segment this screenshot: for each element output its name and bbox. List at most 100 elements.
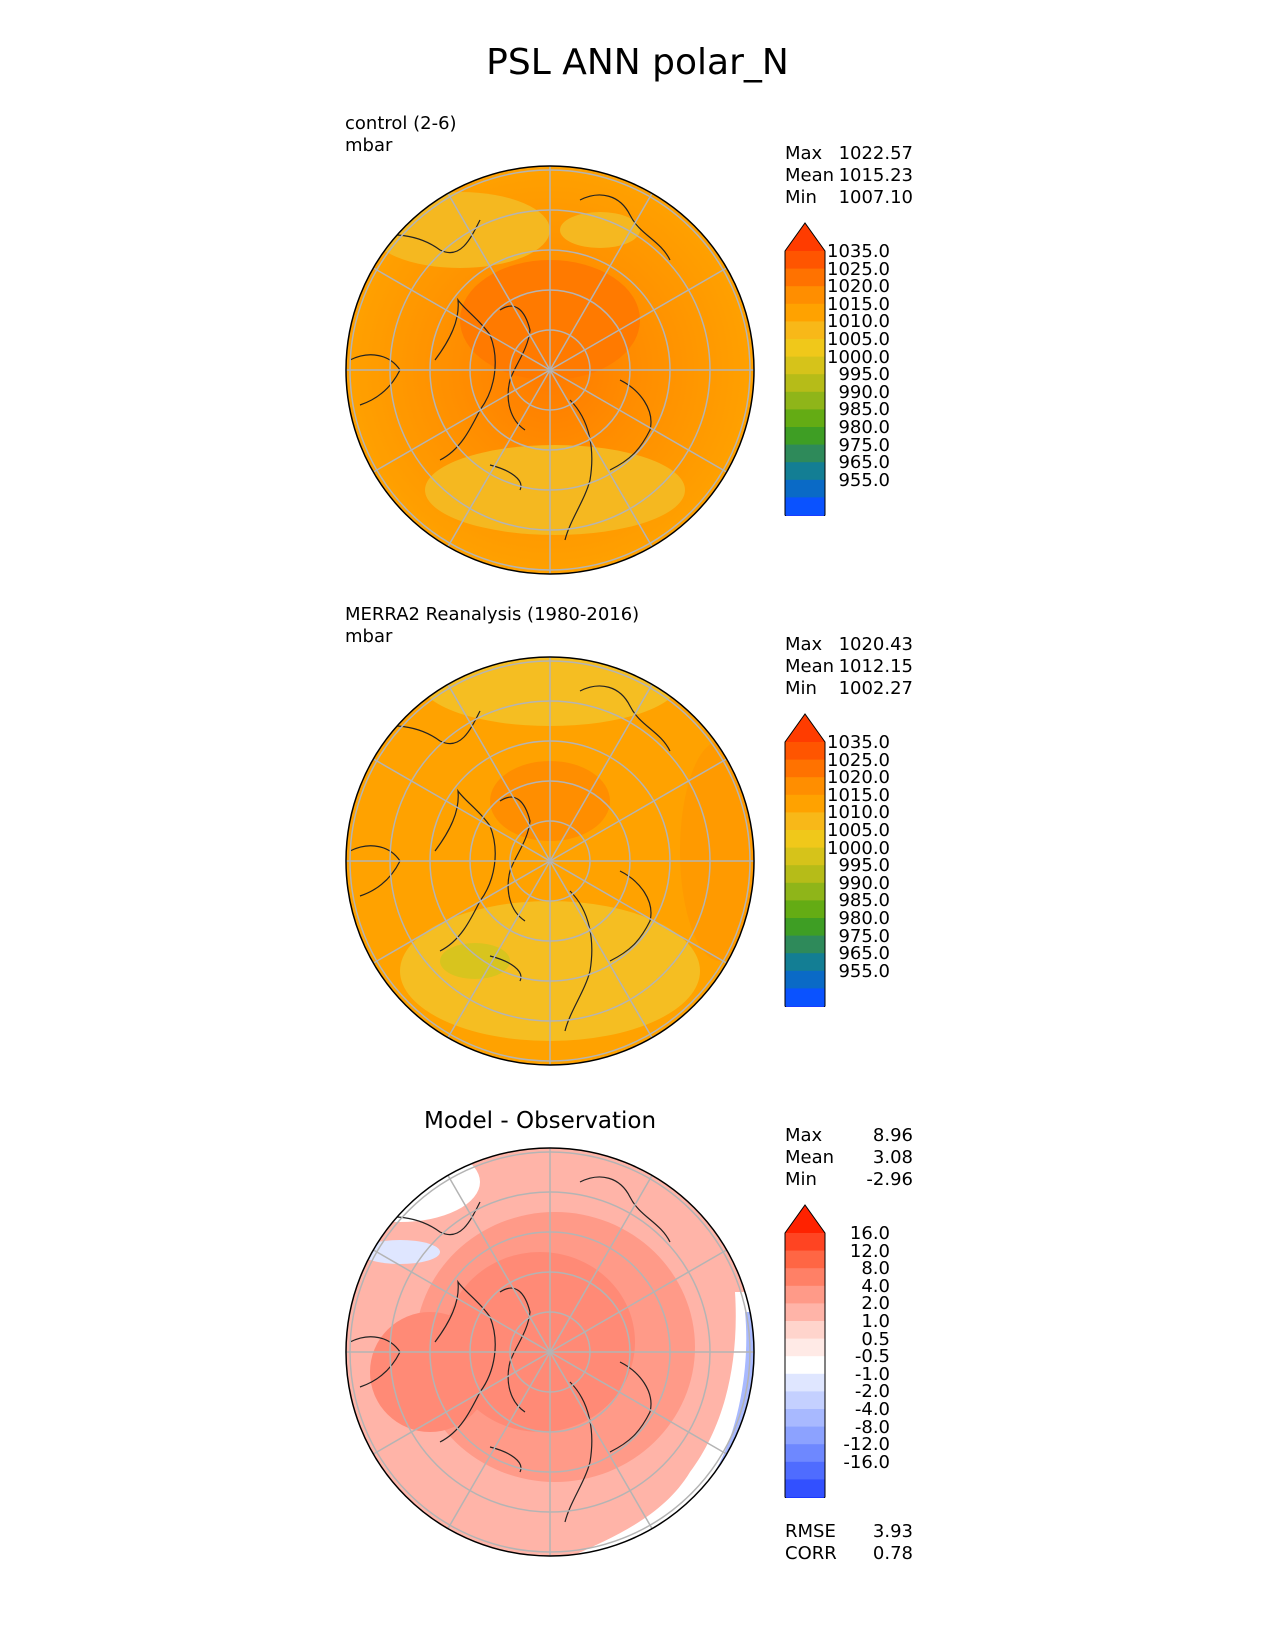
colorbar-segment (785, 391, 825, 410)
colorbar-extend-min (785, 1497, 825, 1498)
colorbar-tick-label: 16.0 (849, 1223, 890, 1244)
metric-value: 3.93 (872, 1521, 913, 1542)
colorbar-segment (785, 303, 825, 322)
colorbar-segment (785, 759, 825, 778)
diff-colorbar (784, 1204, 826, 1498)
stat-label: Min (785, 187, 817, 208)
metric-label: CORR (785, 1543, 837, 1564)
colorbar-segment (785, 847, 825, 866)
colorbar-tick-label: 1035.0 (827, 732, 890, 753)
colorbar-segment (785, 1233, 825, 1252)
colorbar-segment (785, 1479, 825, 1498)
colorbar-segment (785, 251, 825, 270)
colorbar-segment (785, 1409, 825, 1428)
stat-label: Max (785, 634, 823, 655)
stat-label: Min (785, 1169, 817, 1190)
colorbar-tick-label: -8.0 (854, 1416, 890, 1438)
colorbar-tick-label: 955.0 (838, 960, 890, 982)
colorbar-tick-label: 1005.0 (827, 329, 890, 350)
colorbar-tick-label: -0.5 (854, 1346, 890, 1368)
colorbar-tick-label: 1020.0 (827, 767, 890, 789)
colorbar-tick-label: -2.0 (854, 1381, 890, 1403)
colorbar-tick-label: 1020.0 (827, 276, 890, 298)
lowest-pressure-region (440, 943, 510, 979)
colorbar-segment (785, 356, 825, 375)
control-label: control (2-6) mbar (345, 113, 457, 157)
colorbar-segment (785, 268, 825, 287)
colorbar-segment (785, 374, 825, 393)
colorbar-tick-label: 965.0 (838, 452, 890, 474)
colorbar-tick-label: 995.0 (838, 855, 890, 877)
colorbar-segment (785, 409, 825, 428)
control-stats: Max 1022.57 Mean 1015.23 Min 1007.10 (785, 143, 913, 209)
colorbar-segment (785, 1303, 825, 1322)
low-pressure-band (370, 192, 550, 268)
colorbar-tick-label: 975.0 (838, 434, 890, 456)
stat-value: 1002.27 (838, 678, 913, 699)
colorbar-tick-label: 1000.0 (827, 346, 890, 368)
colorbar-extend-max (785, 223, 825, 251)
colorbar-segment (785, 427, 825, 446)
colorbar-tick-label: 955.0 (838, 469, 890, 491)
stat-value: 1007.10 (838, 187, 913, 208)
colorbar-segment (785, 1268, 825, 1287)
colorbar-segment (785, 882, 825, 901)
stat-label: Mean (785, 656, 835, 677)
graticule (346, 657, 754, 1065)
diff-polar-map (345, 1147, 755, 1557)
stat-value: 1020.43 (838, 634, 913, 655)
colorbar-segment (785, 1426, 825, 1445)
colorbar-tick-label: -4.0 (854, 1399, 890, 1420)
colorbar-segment (785, 794, 825, 813)
diff-title: Model - Observation (424, 1108, 657, 1134)
stat-value: 1012.15 (838, 656, 913, 677)
stat-value: -2.96 (866, 1169, 913, 1190)
colorbar-outline (784, 222, 826, 516)
merra2-units: mbar (345, 626, 393, 647)
colorbar-outline (784, 713, 826, 1007)
colorbar-segment (785, 1285, 825, 1304)
colorbar-segment (785, 479, 825, 498)
colorbar-tick-label: 0.5 (861, 1328, 890, 1350)
colorbar-tick-label: 4.0 (861, 1275, 890, 1297)
stat-value: 1015.23 (838, 165, 913, 186)
colorbar-segment (785, 900, 825, 919)
metric-value: 0.78 (872, 1543, 913, 1564)
colorbar-segment (785, 1373, 825, 1392)
colorbar-tick-label: 1.0 (861, 1311, 890, 1332)
diff-stats: Max 8.96 Mean 3.08 Min -2.96 (785, 1125, 913, 1191)
colorbar-tick-label: 990.0 (838, 872, 890, 894)
stat-label: Mean (785, 165, 835, 186)
colorbar-tick-label: 990.0 (838, 381, 890, 403)
colorbar-segment (785, 970, 825, 989)
colorbar-segment (785, 1321, 825, 1340)
stat-value: 3.08 (872, 1147, 913, 1168)
colorbar-segment (785, 988, 825, 1007)
merra2-polar-map (345, 656, 755, 1066)
graticule (346, 166, 754, 574)
colorbar-extend-max (785, 714, 825, 742)
colorbar-segment (785, 462, 825, 481)
colorbar-tick-label: 12.0 (849, 1240, 890, 1262)
colorbar-segment (785, 321, 825, 340)
diff-colorbar-labels: 16.0 12.0 8.0 4.0 2.0 1.0 0.5 -0.5 -1.0 -2.0 -4.0-… (820, 1225, 890, 1474)
diff-metrics: RMSE 3.93 CORR 0.78 (785, 1521, 913, 1565)
colorbar-tick-label: 975.0 (838, 925, 890, 947)
colorbar-segment (785, 497, 825, 516)
colorbar-segment (785, 865, 825, 884)
control-colorbar (784, 222, 826, 516)
colorbar-tick-label: 1000.0 (827, 837, 890, 859)
colorbar-segment (785, 935, 825, 954)
colorbar-tick-label: 985.0 (838, 399, 890, 421)
merra2-colorbar-labels: 1035.0 1025.0 1020.0 1015.0 1010.0 1005.0 1000… (820, 734, 890, 983)
colorbar-tick-label: 965.0 (838, 943, 890, 965)
colorbar-tick-label: 1035.0 (827, 241, 890, 262)
colorbar-tick-label: 1025.0 (827, 258, 890, 280)
control-polar-map (345, 165, 755, 575)
colorbar-tick-label: 1010.0 (827, 311, 890, 333)
colorbar-tick-label: 1010.0 (827, 802, 890, 824)
colorbar-tick-label: -12.0 (843, 1434, 890, 1456)
colorbar-segment (785, 339, 825, 358)
colorbar-extend-min (785, 1006, 825, 1007)
control-units: mbar (345, 135, 393, 156)
